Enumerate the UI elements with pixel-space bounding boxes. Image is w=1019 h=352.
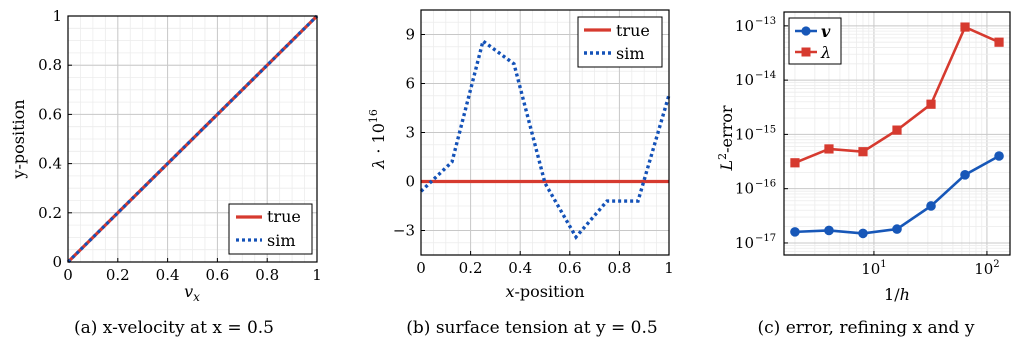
legend-box <box>577 16 663 68</box>
y-tick-label: 10 <box>735 17 754 35</box>
legend: true sim <box>577 16 663 68</box>
y-axis-label: L2-error <box>716 105 736 171</box>
series-lambda-point <box>994 37 1004 47</box>
legend-box <box>788 17 842 65</box>
y-tick-label: 3 <box>405 124 415 142</box>
y-tick-label: 6 <box>405 75 415 93</box>
panel-b-surface-tension: 0 0.2 0.4 0.6 0.8 1 −3 0 3 6 9 true sim x-position λ ·… <box>367 9 674 301</box>
y-axis-label: y-position <box>9 99 28 179</box>
y-tick-exponent: −14 <box>755 70 776 81</box>
caption-b: (b) surface tension at y = 0.5 <box>406 318 657 338</box>
y-tick-exponent: −15 <box>755 124 776 135</box>
panel-a-velocity: 0 0.2 0.4 0.6 0.8 1 0 0.2 0.4 0.6 0.8 1 true sim vx y-p… <box>9 7 322 304</box>
caption-a: (a) x-velocity at x = 0.5 <box>74 318 274 338</box>
y-tick-label: 10 <box>735 71 754 89</box>
x-tick-label: 0 <box>416 259 426 277</box>
legend-v-label: v <box>821 22 831 41</box>
series-lambda-point <box>790 158 800 168</box>
y-tick-label: 9 <box>405 26 415 44</box>
x-tick-label: 102 <box>974 259 999 278</box>
x-tick-label: 0.8 <box>255 266 279 284</box>
series-lambda-point <box>892 125 902 135</box>
x-axis-label: 1/h <box>884 285 910 304</box>
legend-true-label: true <box>267 207 301 226</box>
x-tick-label: 0 <box>63 266 73 284</box>
series-v-line <box>794 154 1000 235</box>
x-tick-label: 1 <box>312 266 322 284</box>
plot-frame <box>420 9 670 256</box>
legend-lambda-marker <box>801 47 811 57</box>
series-lambda-point <box>926 99 936 109</box>
legend-true-label: true <box>616 21 650 40</box>
x-tick-label: 0.8 <box>607 259 631 277</box>
y-tick-label: 10 <box>735 125 754 143</box>
legend-sim-label: sim <box>616 44 645 63</box>
series-lambda-point <box>960 22 970 32</box>
x-tick-label: 0.6 <box>558 259 582 277</box>
y-tick-label: 0.8 <box>38 56 62 74</box>
legend-sim-label: sim <box>267 231 296 250</box>
series-sim-line <box>66 14 319 264</box>
series-sim-line <box>419 38 671 240</box>
x-axis-label: vx <box>184 282 200 304</box>
y-tick-exponent: −17 <box>755 233 776 244</box>
y-tick-label: 10 <box>735 180 754 198</box>
series-v-point <box>790 227 800 237</box>
y-tick-label: 10 <box>735 234 754 252</box>
series-lambda-point <box>858 147 868 157</box>
y-tick-label: −3 <box>393 222 415 240</box>
series-v-point <box>960 170 970 180</box>
series-lambda-point <box>824 144 834 154</box>
x-axis-label: x-position <box>505 282 584 301</box>
x-tick-label: 1 <box>664 259 674 277</box>
caption-c: (c) error, refining x and y <box>758 318 975 338</box>
y-tick-label: 0.4 <box>38 155 62 173</box>
y-tick-label: 0 <box>52 253 62 271</box>
x-tick-label: 101 <box>861 259 886 278</box>
y-tick-exponent: −13 <box>755 16 776 27</box>
y-tick-label: 0.6 <box>38 105 62 123</box>
x-tick-label: 0.2 <box>106 266 130 284</box>
series-v-point <box>824 225 834 236</box>
y-axis-label: λ · 1016 <box>367 109 388 170</box>
x-tick-label: 0.6 <box>205 266 229 284</box>
legend-lambda-label: λ <box>820 43 831 62</box>
series-v-point <box>892 224 902 234</box>
series-v-point <box>858 228 868 239</box>
plot-frame <box>67 15 318 263</box>
y-tick-label: 1 <box>52 7 62 25</box>
x-tick-label: 0.4 <box>508 259 532 277</box>
series-v-point <box>994 151 1004 161</box>
legend: vλ <box>788 17 842 65</box>
x-tick-label: 0.2 <box>459 259 483 277</box>
x-tick-label: 0.4 <box>156 266 180 284</box>
legend-v-marker <box>801 26 811 36</box>
legend-box <box>228 203 313 255</box>
legend: true sim <box>228 203 313 255</box>
y-tick-label: 0 <box>405 173 415 191</box>
series-v-point <box>926 201 936 211</box>
y-tick-exponent: −16 <box>755 179 776 190</box>
plot-frame <box>783 11 1011 256</box>
y-tick-label: 0.2 <box>38 204 62 222</box>
